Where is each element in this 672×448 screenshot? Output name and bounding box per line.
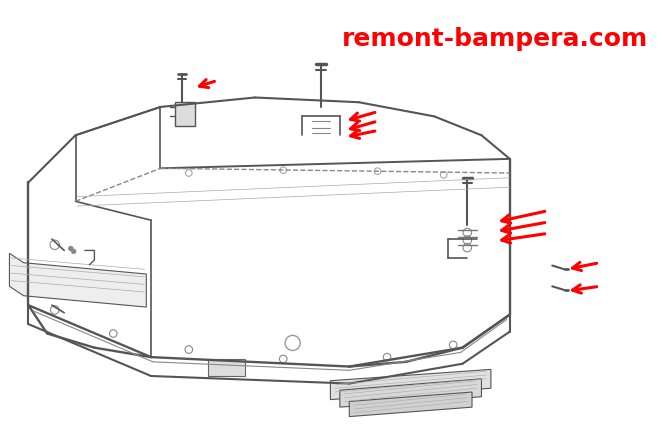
Circle shape — [71, 249, 76, 254]
Polygon shape — [331, 370, 491, 400]
Polygon shape — [349, 392, 472, 417]
Polygon shape — [340, 379, 481, 407]
Bar — [208, 359, 245, 376]
Polygon shape — [9, 253, 146, 307]
Text: remont-bampera.com: remont-bampera.com — [341, 27, 648, 51]
Circle shape — [69, 246, 73, 251]
Bar — [175, 102, 196, 126]
